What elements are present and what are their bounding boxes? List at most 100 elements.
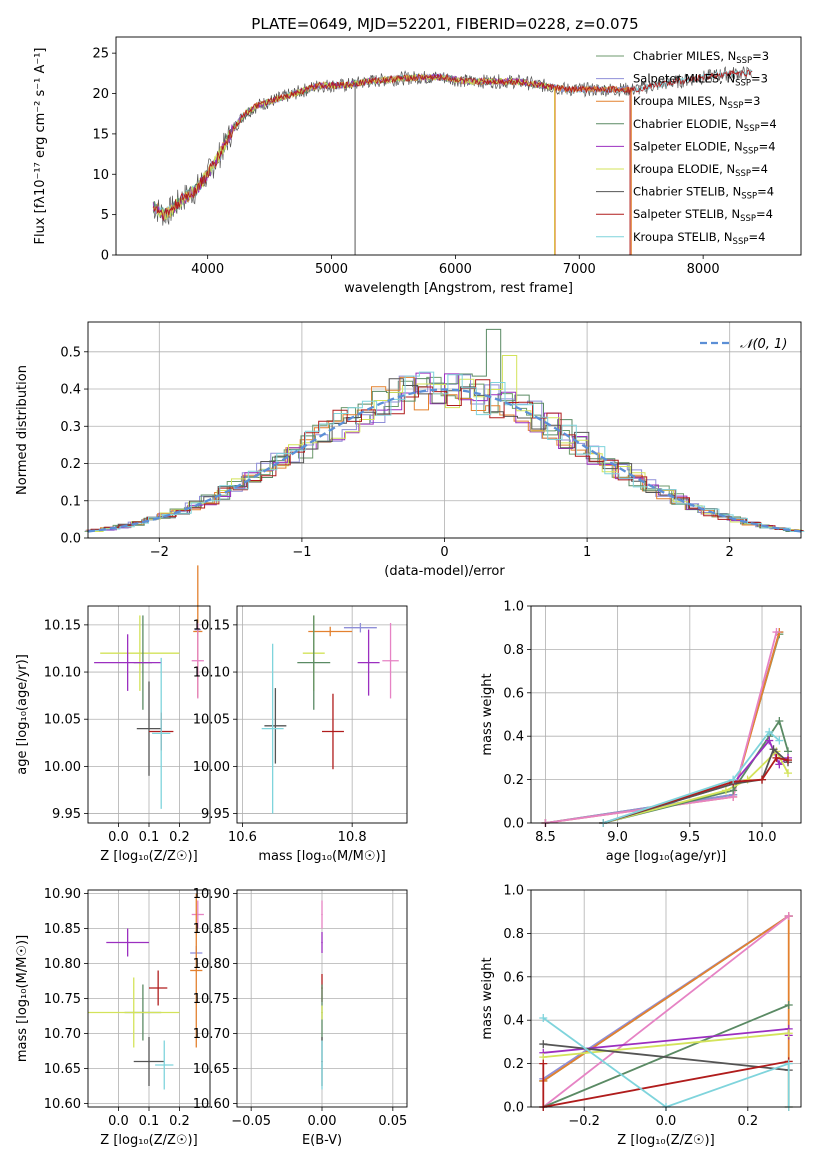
x-tick-label: 2: [726, 545, 734, 560]
data-marker: [765, 736, 774, 745]
data-marker: [539, 1059, 548, 1068]
legend-label: Salpeter STELIB, NSSP=4: [633, 207, 773, 224]
frame-age_vs_mass: 10.6 10.8 9.95 10.00 10.05 10.10 10.15 mass [lo…: [193, 605, 408, 864]
y-tick-label: 10.65: [193, 1062, 230, 1077]
x-tick-label: 4000: [191, 262, 224, 277]
legend-label: Kroupa ELODIE, NSSP=4: [633, 162, 768, 179]
x-tick-label: 10.6: [228, 830, 257, 845]
x-tick-label: 0.2: [737, 1114, 758, 1129]
x-tick-label: 0.0: [108, 830, 129, 845]
x-axis-label: Z [log₁₀(Z/Z☉)]: [100, 849, 197, 864]
x-tick-label: 7000: [563, 262, 596, 277]
x-axis-label: age [log₁₀(age/yr)]: [606, 849, 727, 864]
legend-label: Salpeter MILES, NSSP=3: [633, 72, 768, 89]
y-tick-label: 10.00: [44, 760, 81, 775]
x-tick-label: 0.00: [308, 1114, 337, 1129]
y-tick-label: 0.6: [503, 970, 524, 985]
data-marker: [721, 786, 730, 795]
data-point: [148, 1060, 150, 1063]
x-tick-label: 8000: [687, 262, 720, 277]
y-tick-label: 0.5: [60, 345, 81, 360]
normal-curve: [87, 388, 802, 533]
x-tick-label: −1: [292, 545, 311, 560]
data-point: [367, 661, 370, 664]
spectrum-legend: Chabrier MILES, NSSP=3 Salpeter MILES, NS…: [596, 49, 777, 247]
y-tick-label: 25: [92, 47, 109, 62]
plot-layer: Chabrier MILES, NSSP=3 Salpeter MILES, NS…: [15, 36, 805, 1148]
data-point: [157, 987, 159, 989]
y-tick-label: 0.2: [60, 457, 81, 472]
axes-mass_vs_ebv: [237, 890, 407, 1107]
mass-weight-line: [602, 730, 780, 824]
y-tick-label: 10.05: [193, 713, 230, 728]
y-tick-label: 0.1: [60, 494, 81, 509]
spectrum-line-salpeter-stelib: [153, 69, 753, 222]
y-axis-label: age [log₁₀(age/yr)]: [15, 654, 30, 775]
y-tick-label: 10.60: [44, 1097, 81, 1112]
x-tick-label: 0.05: [378, 1114, 407, 1129]
x-tick-label: 9.5: [679, 830, 700, 845]
histogram-series: [91, 371, 805, 532]
frame-spectrum: 4000 5000 6000 7000 8000 0 5 10 15 20 25 wavelength…: [33, 36, 802, 296]
data-marker: [729, 775, 738, 784]
y-tick-label: 10.90: [193, 887, 230, 902]
frame-mass_vs_ebv: −0.05 0.00 0.05 10.60 10.65 10.70 10.75 10.80 10…: [193, 887, 408, 1148]
data-marker: [775, 717, 784, 726]
data-point: [321, 913, 323, 916]
y-tick-label: 0.8: [503, 643, 524, 658]
y-tick-label: 10.00: [193, 760, 230, 775]
y-tick-label: 0.4: [503, 730, 524, 745]
data-point: [160, 732, 162, 735]
x-axis-label: (data-model)/error: [384, 564, 505, 579]
histogram-series: [89, 378, 803, 532]
x-tick-label: 0.2: [169, 1114, 190, 1129]
axes-frame: [115, 36, 802, 256]
data-marker: [769, 745, 778, 754]
data-point: [126, 941, 129, 944]
axes-age_vs_mass: [237, 606, 407, 823]
data-marker: [784, 769, 793, 778]
y-tick-label: 0.0: [503, 1101, 524, 1116]
legend-label: Chabrier STELIB, NSSP=4: [633, 185, 774, 202]
y-tick-label: 10.80: [44, 957, 81, 972]
y-tick-label: 0.4: [60, 383, 81, 398]
axes-residuals: 𝒩(0, 1): [84, 322, 805, 539]
data-point: [321, 1064, 323, 1066]
data-marker: [539, 1040, 548, 1049]
x-tick-label: 0.1: [139, 1114, 160, 1129]
y-tick-label: 0.3: [60, 420, 81, 435]
x-tick-label: 0.2: [169, 830, 190, 845]
x-tick-label: −0.05: [231, 1114, 271, 1129]
y-tick-label: 10.85: [193, 922, 230, 937]
x-tick-label: 10.8: [338, 830, 367, 845]
mass-weight-line: [543, 1032, 789, 1058]
y-tick-label: 9.95: [52, 807, 81, 822]
x-tick-label: 6000: [439, 262, 472, 277]
x-tick-label: 10.0: [748, 830, 777, 845]
mass-weight-line: [542, 915, 790, 1108]
data-point: [271, 727, 274, 730]
y-tick-label: 0.0: [60, 532, 81, 547]
data-point: [126, 661, 129, 664]
axes-frame: [530, 605, 802, 824]
data-point: [332, 730, 334, 733]
y-axis-label: Flux [fλ10⁻¹⁷ erg cm⁻² s⁻¹ A⁻¹]: [33, 48, 48, 245]
histogram-series: [90, 379, 804, 531]
x-axis-label: Z [log₁₀(Z/Z☉)]: [100, 1133, 197, 1148]
y-tick-label: 10: [92, 168, 109, 183]
x-axis-label: E(B-V): [302, 1133, 342, 1148]
y-tick-label: 0.4: [503, 1014, 524, 1029]
y-tick-label: 10.90: [44, 887, 81, 902]
y-tick-label: 10.75: [44, 992, 81, 1007]
x-tick-label: −2: [150, 545, 169, 560]
data-point: [139, 652, 141, 654]
frame-residuals: −2 −1 0 1 2 0.0 0.1 0.2 0.3 0.4 0.5 (data-model)/er…: [15, 321, 802, 579]
axes-mass_weight_vs_Z: [531, 889, 801, 1111]
data-point: [389, 659, 392, 662]
y-tick-label: 10.85: [44, 922, 81, 937]
y-tick-label: 1.0: [503, 884, 524, 899]
axes-mass_weight_vs_age: [531, 605, 801, 827]
y-tick-label: 10.70: [44, 1027, 81, 1042]
y-axis-label: mass [log₁₀(M/M☉)]: [15, 935, 30, 1062]
